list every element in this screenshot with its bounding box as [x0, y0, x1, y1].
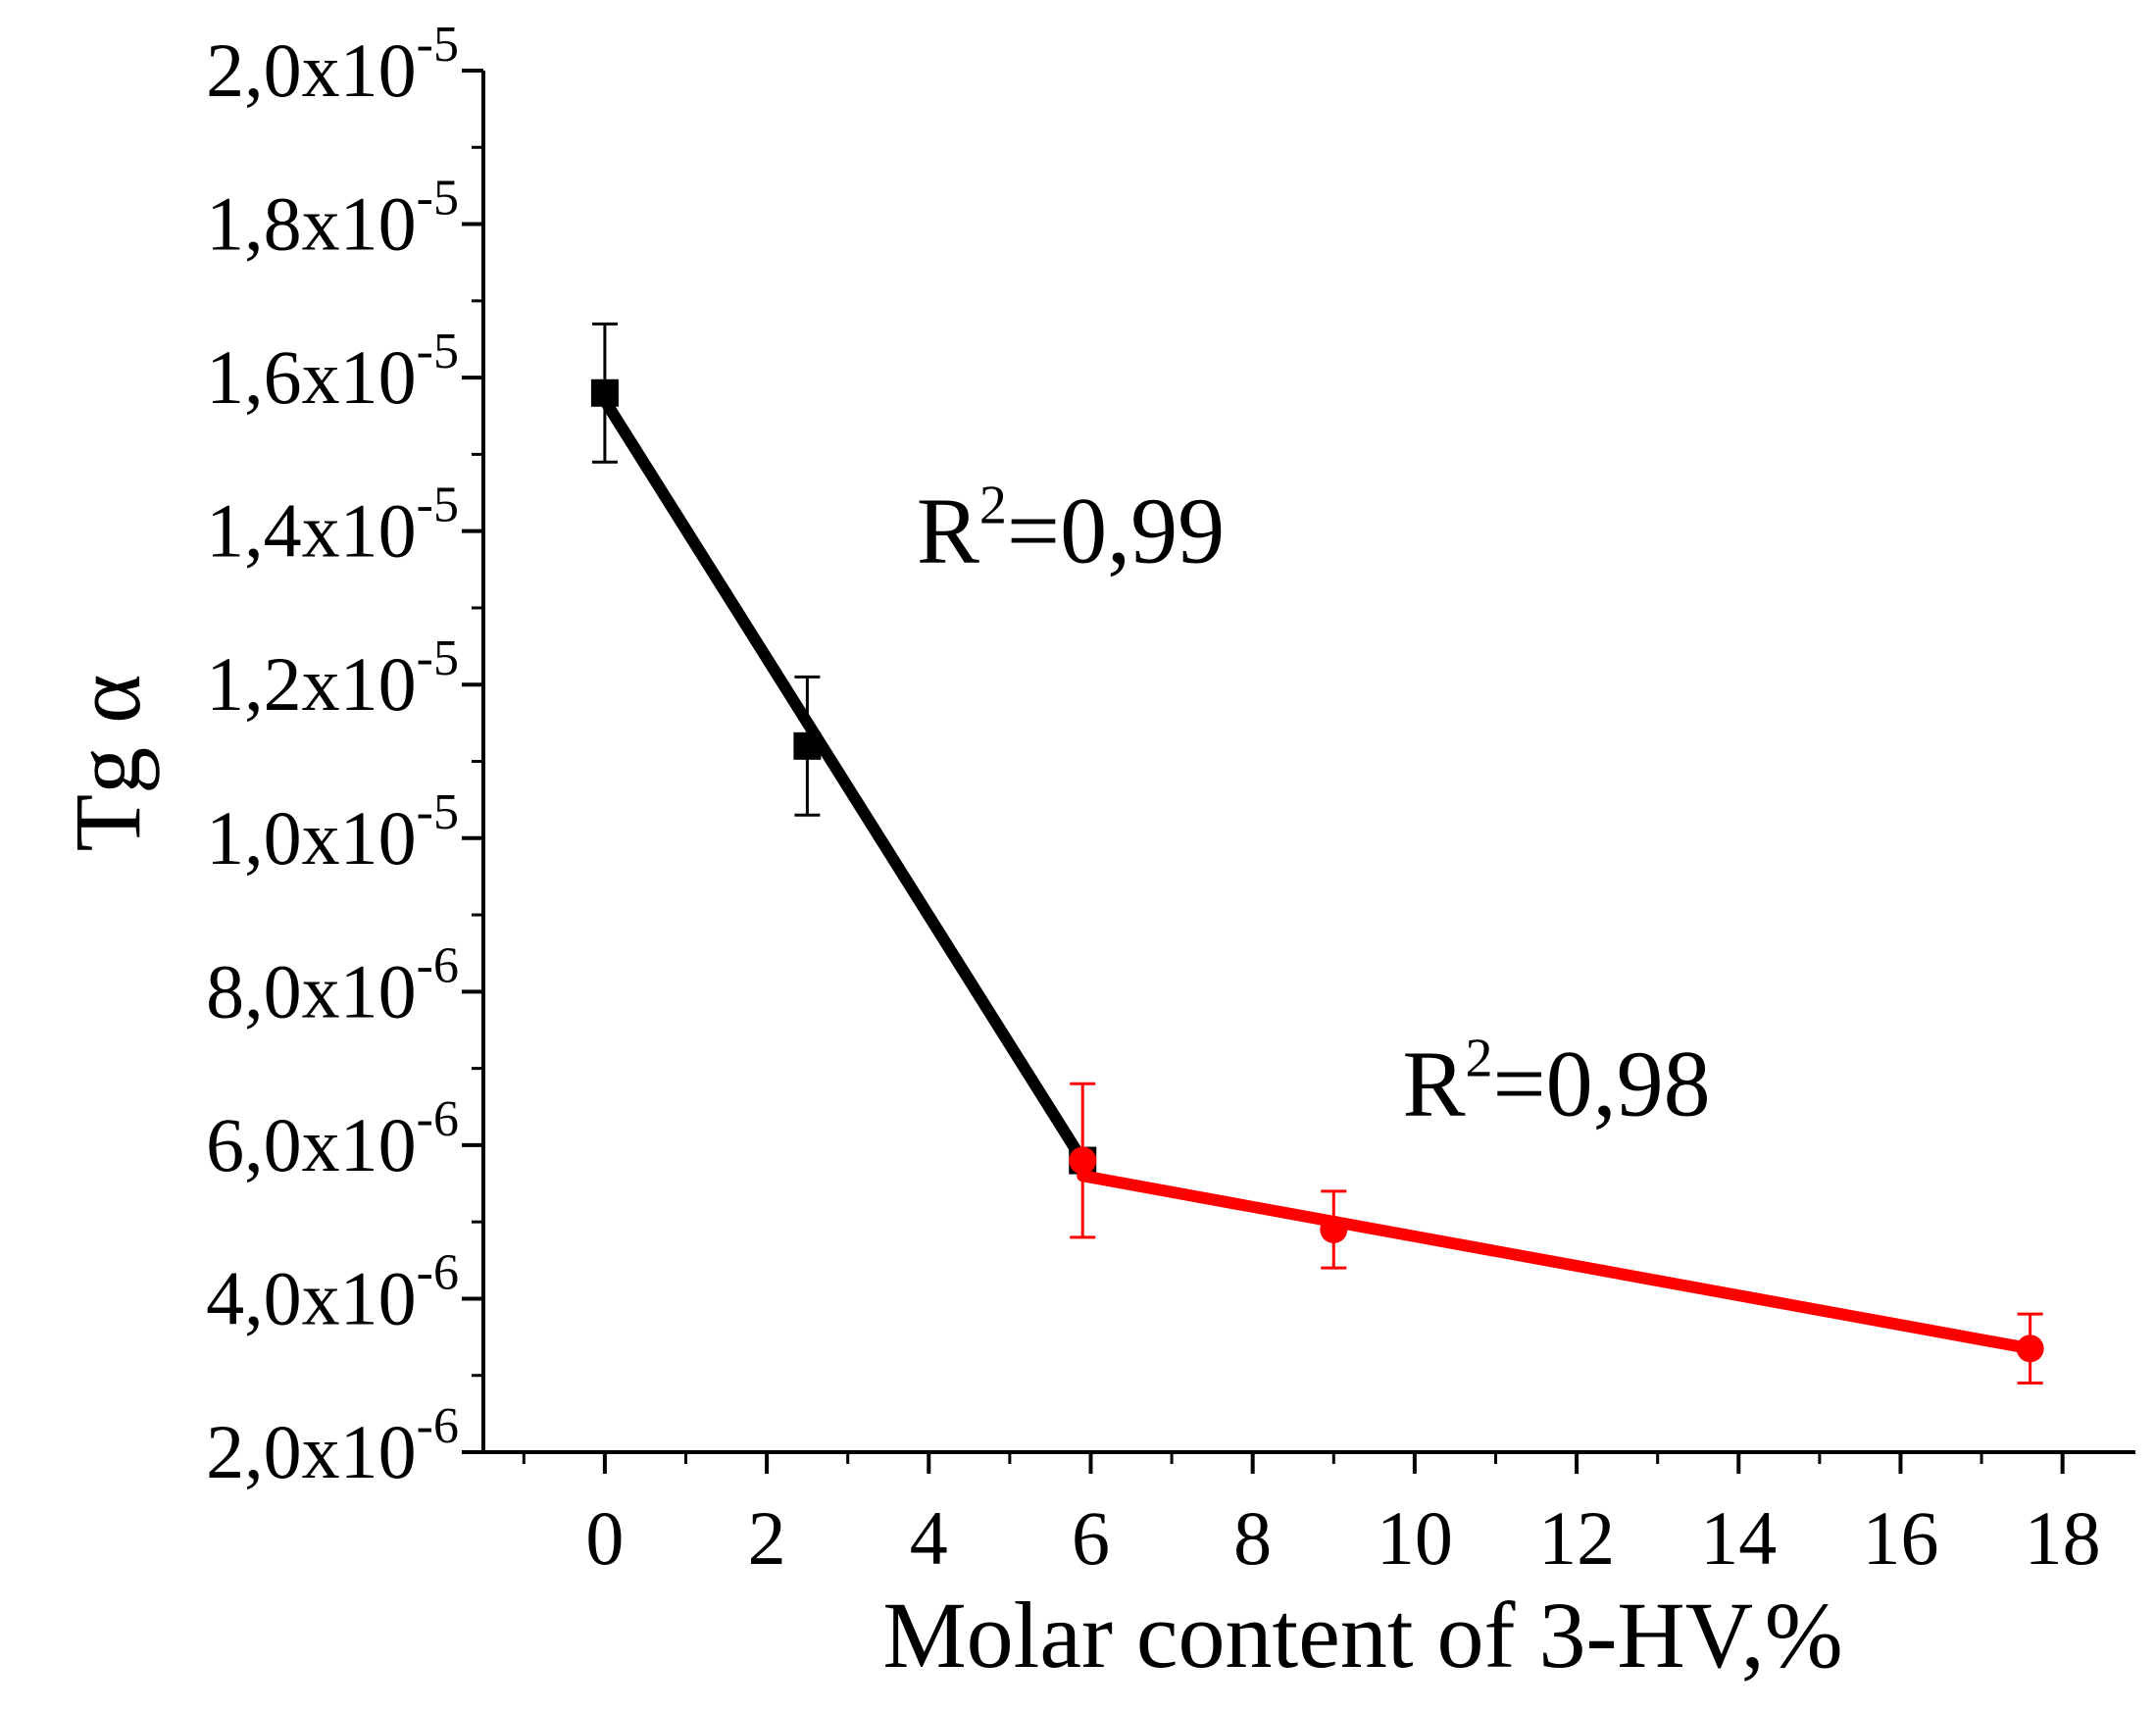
fit-line	[1077, 1170, 2036, 1355]
r-squared-label: R2=0,99	[917, 476, 1225, 583]
series-0	[590, 322, 1097, 1175]
data-point	[1069, 1146, 1097, 1175]
x-tick-label: 14	[1700, 1495, 1777, 1581]
x-tick-label: 8	[1233, 1495, 1272, 1581]
y-tick-label: 8,0x10-6	[206, 937, 459, 1033]
x-tick-label: 12	[1538, 1495, 1615, 1581]
series-1	[1069, 1082, 2044, 1385]
series-layer	[590, 322, 2044, 1385]
x-axis-title: Molar content of 3-HV,%	[882, 1583, 1842, 1687]
r-squared-label: R2=0,98	[1402, 1028, 1710, 1135]
y-tick-label: 4,0x10-6	[206, 1244, 459, 1340]
annotations: R2=0,99 R2=0,98	[917, 476, 1711, 1136]
y-tick-label: 1,0x10-5	[206, 784, 459, 881]
x-tick-label: 2	[748, 1495, 786, 1581]
data-point	[590, 378, 619, 407]
x-tick-label: 16	[1862, 1495, 1938, 1581]
x-tick-label: 4	[910, 1495, 948, 1581]
y-tick-label: 1,8x10-5	[206, 171, 459, 267]
y-tick-label: 1,2x10-5	[206, 630, 459, 727]
axes: 2,0x10-6 4,0x10-6 6,0x10-6 8,0x10-6 1,0x10-5…	[206, 17, 2135, 1581]
data-point	[2016, 1334, 2044, 1363]
x-tick-label: 6	[1072, 1495, 1110, 1581]
y-tick-label: 1,6x10-5	[206, 324, 459, 420]
x-tick-label: 10	[1377, 1495, 1453, 1581]
y-axis-title: Tg α	[55, 675, 160, 852]
y-tick-label: 1,4x10-5	[206, 478, 459, 574]
x-tick-label: 0	[585, 1495, 624, 1581]
fit-line	[598, 394, 1089, 1167]
data-point	[1320, 1215, 1348, 1243]
y-tick-label: 2,0x10-5	[206, 17, 459, 113]
y-tick-label: 6,0x10-6	[206, 1091, 459, 1187]
y-tick-label: 2,0x10-6	[206, 1398, 459, 1494]
x-tick-label: 18	[2025, 1495, 2101, 1581]
data-point	[793, 731, 822, 760]
